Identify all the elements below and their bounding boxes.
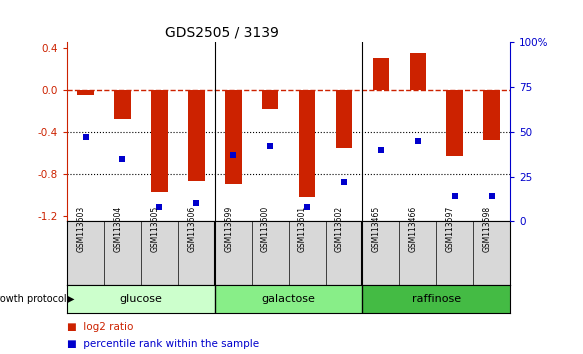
Text: GSM113597: GSM113597 [446,206,455,252]
Bar [483,90,500,140]
Point [376,147,385,153]
Bar [447,90,463,156]
Text: GSM113604: GSM113604 [114,206,122,252]
Text: GSM113602: GSM113602 [335,206,344,252]
Bar [373,58,389,90]
Text: GSM113465: GSM113465 [372,206,381,252]
Text: GSM113601: GSM113601 [298,206,307,252]
Bar [114,90,131,119]
Bar [215,285,363,313]
Bar [225,90,241,184]
Bar [298,90,315,197]
Text: GSM113598: GSM113598 [483,206,491,252]
Point [118,156,127,161]
Point [450,193,459,199]
Bar [409,53,426,90]
Text: glucose: glucose [120,294,162,304]
Text: GSM113599: GSM113599 [224,206,233,252]
Point [413,138,423,144]
Point [81,135,90,140]
Text: growth protocol: growth protocol [0,294,66,304]
Point [487,193,496,199]
Text: ■  percentile rank within the sample: ■ percentile rank within the sample [67,339,259,349]
Text: GSM113600: GSM113600 [261,206,270,252]
Text: raffinose: raffinose [412,294,461,304]
Bar [77,90,94,95]
Point [192,201,201,206]
Point [303,204,312,210]
Text: GSM113466: GSM113466 [409,206,418,252]
Text: ■  log2 ratio: ■ log2 ratio [67,322,134,332]
Text: GDS2505 / 3139: GDS2505 / 3139 [164,26,279,40]
Point [339,179,349,185]
Bar [363,285,510,313]
Point [154,204,164,210]
Text: GSM113603: GSM113603 [76,206,86,252]
Text: GSM113605: GSM113605 [150,206,159,252]
Bar [188,90,205,181]
Bar [151,90,168,192]
Text: ▶: ▶ [67,294,75,304]
Text: GSM113606: GSM113606 [187,206,196,252]
Point [229,152,238,158]
Bar [336,90,352,148]
Point [265,143,275,149]
Bar [67,285,215,313]
Text: galactose: galactose [262,294,315,304]
Bar [262,90,279,109]
